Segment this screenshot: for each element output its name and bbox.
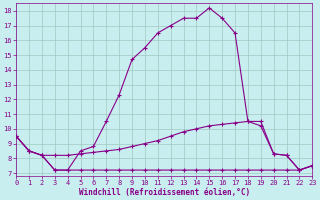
X-axis label: Windchill (Refroidissement éolien,°C): Windchill (Refroidissement éolien,°C) xyxy=(79,188,250,197)
